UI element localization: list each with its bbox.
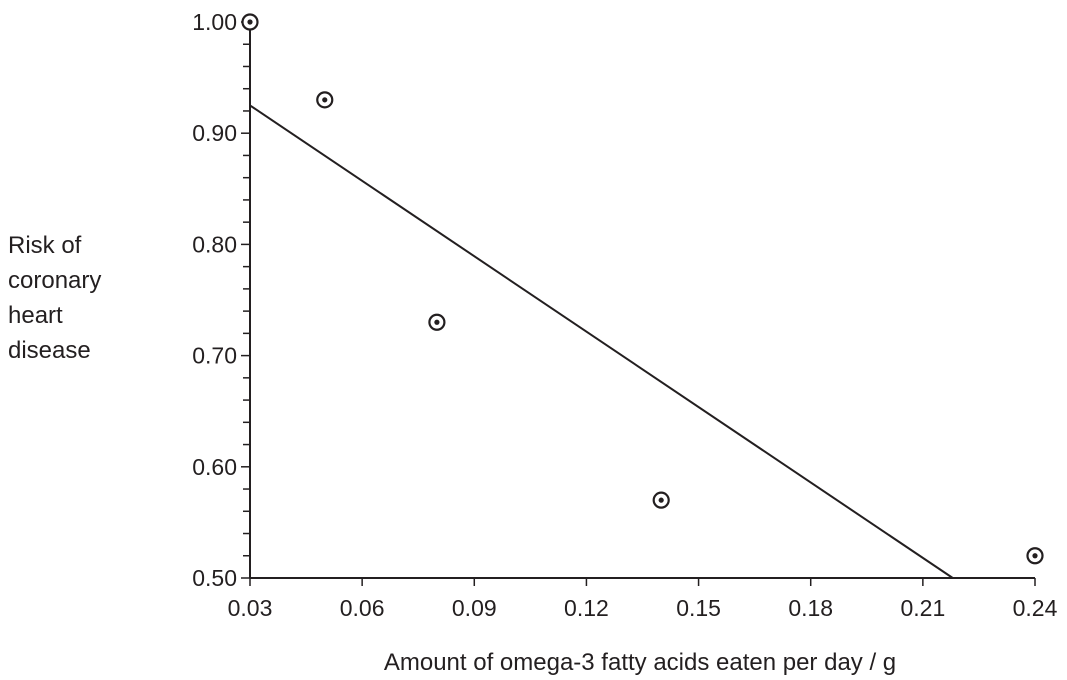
x-tick-label: 0.21 <box>900 595 945 621</box>
x-tick-label: 0.18 <box>788 595 833 621</box>
data-point <box>428 313 446 331</box>
y-tick-label: 0.80 <box>192 231 237 257</box>
y-tick-label: 1.00 <box>192 9 237 35</box>
data-point <box>1026 547 1044 565</box>
x-ticks: 0.03 0.06 0.09 0.12 0.15 0.18 0.21 0.24 <box>228 578 1058 621</box>
x-tick-label: 0.03 <box>228 595 273 621</box>
y-axis-title-line: disease <box>8 337 91 364</box>
data-point <box>652 491 670 509</box>
y-axis-title: Risk of coronary heart disease <box>8 232 101 364</box>
data-point-dot <box>658 497 664 503</box>
data-point-dot <box>247 19 253 25</box>
y-tick-label: 0.90 <box>192 120 237 146</box>
trend-line-group <box>249 104 954 579</box>
y-axis-title-line: heart <box>8 302 63 329</box>
x-tick-label: 0.12 <box>564 595 609 621</box>
data-point-dot <box>322 97 328 103</box>
y-tick-label: 0.50 <box>192 565 237 591</box>
data-point-dot <box>1032 553 1038 559</box>
data-point <box>316 91 334 109</box>
y-tick-label: 0.70 <box>192 343 237 369</box>
x-tick-label: 0.09 <box>452 595 497 621</box>
data-point <box>241 13 259 31</box>
x-axis-title: Amount of omega-3 fatty acids eaten per … <box>384 649 896 676</box>
data-points <box>241 13 1044 565</box>
x-tick-label: 0.24 <box>1013 595 1058 621</box>
axes <box>249 14 1035 579</box>
x-tick-label: 0.15 <box>676 595 721 621</box>
trend-line <box>249 104 954 579</box>
data-point-dot <box>434 319 440 325</box>
x-tick-label: 0.06 <box>340 595 385 621</box>
y-axis-title-line: Risk of <box>8 232 82 259</box>
y-axis-title-line: coronary <box>8 267 101 294</box>
y-ticks: 0.50 0.60 0.70 0.80 0.90 1.00 <box>192 9 250 591</box>
y-tick-label: 0.60 <box>192 454 237 480</box>
